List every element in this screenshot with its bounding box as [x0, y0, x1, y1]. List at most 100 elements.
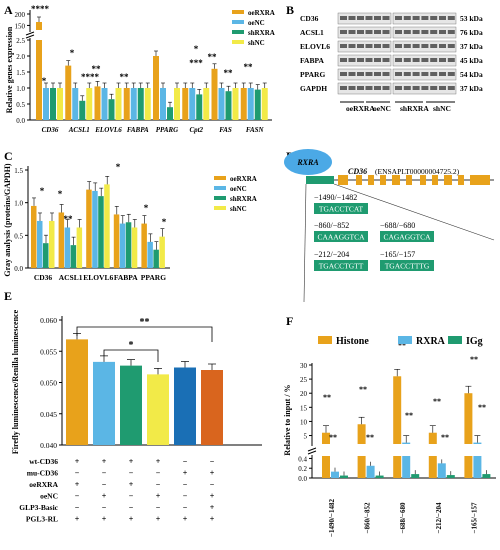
c-significance: *	[40, 186, 45, 196]
c-bar-shNC	[159, 236, 165, 268]
e-row-label: mu-CD36	[27, 469, 58, 478]
b-band	[374, 58, 381, 62]
e-significance: *	[129, 340, 134, 351]
a-ytick-label: 2.5	[16, 37, 25, 45]
b-group-label: oeRXRA	[346, 104, 375, 113]
b-band	[403, 44, 411, 48]
a-significance: **	[208, 52, 218, 62]
f-axis-break	[307, 450, 317, 455]
e-matrix-cell: −	[183, 480, 188, 489]
e-matrix-cell: −	[102, 469, 107, 478]
e-significance: **	[140, 317, 150, 328]
b-band	[447, 72, 455, 76]
e-bar	[66, 339, 88, 445]
b-band	[382, 58, 390, 62]
b-band	[357, 16, 364, 20]
d-exon	[338, 175, 348, 185]
f-bar-Histone	[428, 456, 437, 478]
e-matrix-cell: +	[75, 457, 80, 466]
d-zoom-line	[333, 183, 495, 241]
b-protein-label: GAPDH	[300, 84, 327, 93]
f-bar-IGg	[375, 475, 384, 478]
e-matrix-cell: +	[156, 515, 161, 524]
f-bar-RXRA	[366, 465, 375, 478]
a-legend-swatch	[232, 30, 244, 34]
b-protein-label: PPARG	[300, 70, 325, 79]
e-ytick-label: 0.055	[40, 347, 57, 356]
panel-a-letter: A	[4, 3, 13, 17]
c-bar-oeRXRA	[141, 223, 147, 268]
f-legend-label: Histone	[336, 336, 369, 347]
b-band	[403, 30, 411, 34]
a-bar-shRXRA	[254, 89, 261, 120]
e-matrix-cell: +	[183, 515, 188, 524]
f-legend-swatch	[318, 336, 332, 344]
f-bar-Histone	[393, 376, 402, 444]
c-category-label: FABPA	[114, 273, 138, 282]
f-bar-Histone	[428, 432, 437, 444]
d-site-seq: TGACCTCAT	[319, 205, 364, 214]
a-bar-oeRXRA	[123, 88, 130, 120]
b-band	[357, 86, 364, 90]
b-band	[340, 86, 347, 90]
f-bar-RXRA	[473, 442, 482, 444]
a-bar-shNC	[57, 88, 63, 120]
a-bar-oeNC	[101, 88, 108, 120]
f-legend-swatch	[398, 336, 412, 344]
c-bar-shRXRA	[98, 196, 104, 268]
a-bar-shNC	[232, 88, 239, 120]
c-legend-label: shNC	[230, 205, 247, 213]
a-significance: *	[194, 44, 199, 54]
c-bar-oeNC	[119, 223, 126, 268]
c-bar-shRXRA	[125, 222, 132, 268]
b-band	[447, 44, 455, 48]
a-bar-shNC	[144, 88, 151, 120]
a-legend-label: shNC	[248, 39, 265, 47]
a-category-label: Cpt2	[189, 126, 203, 134]
a-bar-shRXRA	[137, 88, 144, 120]
b-band	[430, 86, 438, 90]
e-matrix-cell: −	[156, 480, 161, 489]
f-bar-Histone	[322, 432, 330, 444]
a-bar-oeRXRA	[36, 22, 42, 30]
d-site-range: −688/−680	[380, 221, 415, 230]
f-bar-Histone	[464, 456, 473, 478]
b-band	[365, 30, 373, 34]
b-band	[365, 72, 373, 76]
d-site-range: −860/−852	[314, 221, 349, 230]
a-ytick-label: 1.0	[16, 85, 25, 93]
panel-b-letter: B	[286, 3, 294, 17]
c-bar-shRXRA	[43, 243, 49, 268]
a-ytick-label: 0.0	[16, 117, 25, 125]
b-band	[439, 44, 446, 48]
e-bracket	[103, 349, 159, 362]
f-legend-label: RXRA	[416, 336, 446, 347]
d-zoom-line	[303, 183, 307, 303]
panel-f-chart: 0.0 0.2 0.4 5 10 15 20 25 30 Relative to input / …	[283, 336, 496, 537]
b-band	[395, 58, 402, 62]
e-ytick-label: 0.050	[40, 379, 57, 388]
d-site-box	[380, 260, 434, 271]
e-row-label: PGL3-RL	[26, 515, 58, 524]
b-size-label: 53 kDa	[460, 14, 483, 23]
a-significance: *	[42, 76, 47, 86]
e-matrix-cell: −	[75, 492, 80, 501]
a-category-label: FAS	[219, 126, 232, 134]
e-matrix-cell: −	[156, 469, 161, 478]
a-significance: **	[92, 64, 102, 74]
e-matrix-cell: +	[210, 515, 215, 524]
e-matrix-cell: −	[75, 503, 80, 512]
a-category-label: PPARG	[156, 126, 178, 134]
a-ytick-label: 200	[15, 11, 26, 19]
b-band	[340, 44, 347, 48]
c-bar-oeRXRA	[86, 189, 92, 268]
c-ytick-label: 0.0	[14, 265, 23, 273]
a-legend-label: oeNC	[248, 19, 265, 27]
a-legend-swatch	[232, 40, 244, 44]
a-category-label: FASN	[246, 126, 265, 134]
c-bar-oeNC	[92, 190, 98, 268]
d-exon	[444, 175, 452, 185]
b-band	[421, 86, 429, 90]
f-significance: **	[329, 433, 337, 442]
